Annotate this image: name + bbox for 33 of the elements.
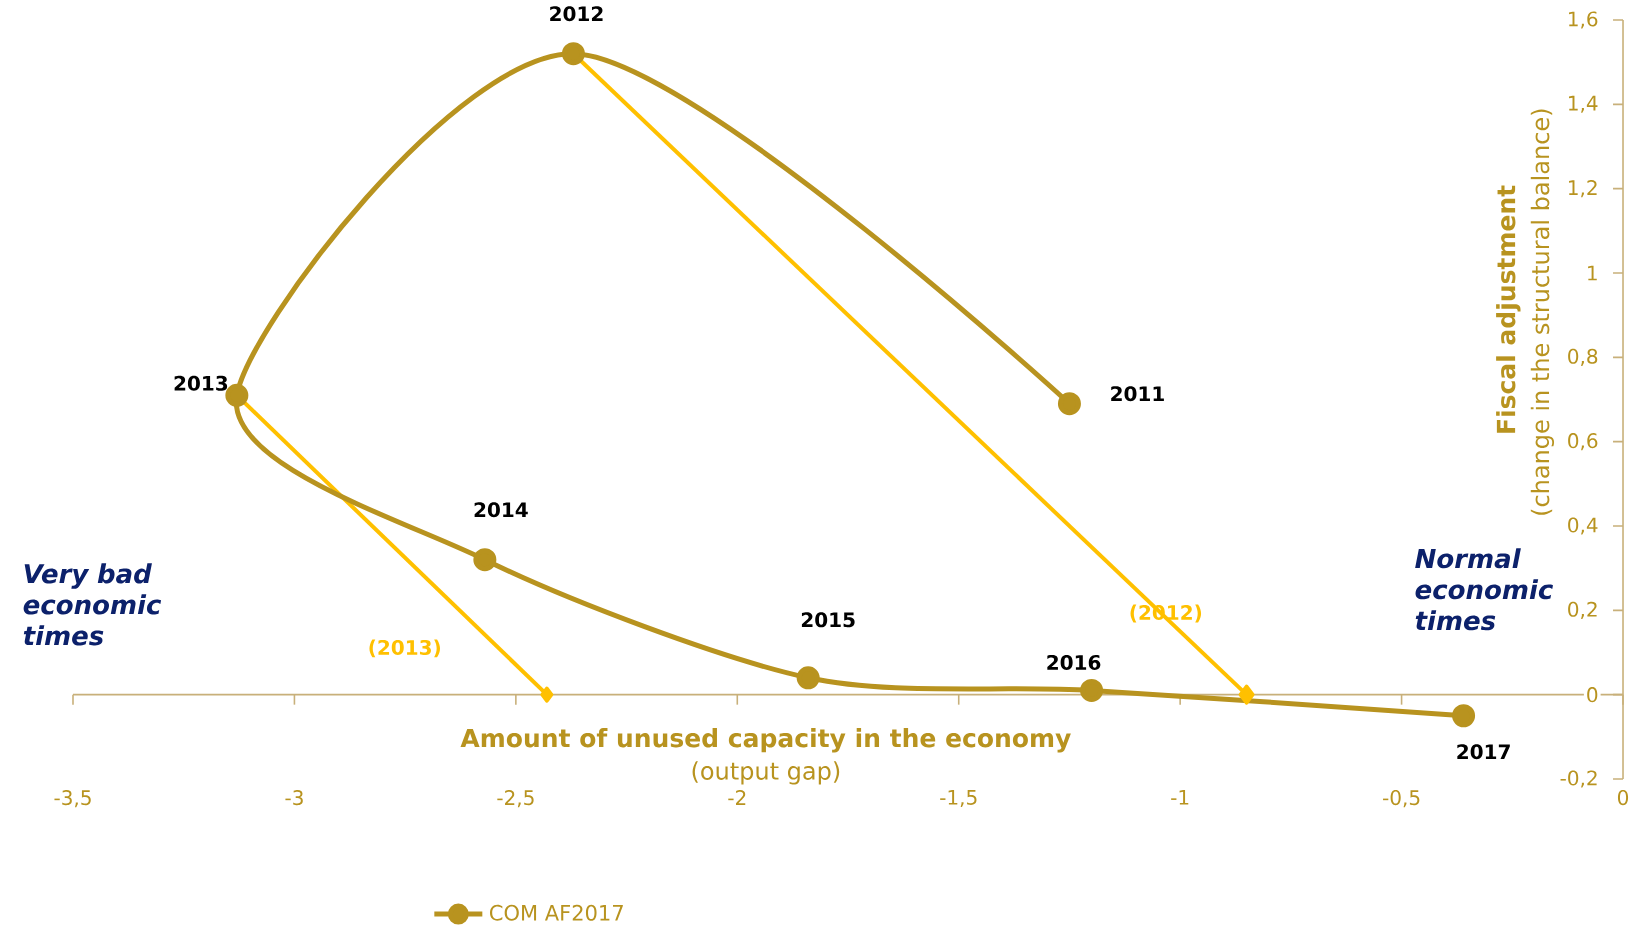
x-tick-label: 0 xyxy=(1617,790,1629,806)
x-axis-title: Amount of unused capacity in the economy xyxy=(460,728,1071,753)
annotation: 2014 xyxy=(474,502,528,518)
legend-label: COM AF2017 xyxy=(490,904,623,921)
x-tick-label: -2,5 xyxy=(497,790,534,808)
annotation: 2016 xyxy=(1047,654,1101,671)
x-tick-label: -2 xyxy=(728,790,746,805)
annotation: (change in the structural balance) xyxy=(1530,109,1555,515)
x-tick-label: -0,5 xyxy=(1383,790,1420,808)
y-tick-label: 0,8 xyxy=(1568,348,1598,366)
y-axis-title: Fiscal adjustment xyxy=(1496,185,1521,433)
y-tick-label: 0,2 xyxy=(1568,601,1597,619)
annotation: (output gap) xyxy=(692,761,840,785)
annotation: 2017 xyxy=(1457,744,1510,760)
y-tick-label: -0,2 xyxy=(1560,770,1597,788)
annotation: 2015 xyxy=(801,612,855,628)
x-tick-label: -3 xyxy=(285,790,303,806)
annotation: Normal economic times xyxy=(1415,548,1553,631)
y-tick-label: 0 xyxy=(1587,687,1598,703)
x-tick-label: -1 xyxy=(1171,790,1189,805)
annotation: Very bad economic times xyxy=(23,563,162,646)
y-tick-label: 0,6 xyxy=(1568,433,1598,451)
annotation: (2013) xyxy=(369,639,440,658)
y-tick-label: 0,4 xyxy=(1568,517,1598,535)
annotation: 2011 xyxy=(1111,386,1164,402)
y-tick-label: 1,2 xyxy=(1569,180,1597,198)
y-tick-label: 1,4 xyxy=(1569,95,1598,113)
annotation: 2012 xyxy=(550,6,603,22)
y-tick-label: 1,6 xyxy=(1569,11,1598,29)
y-tick-label: 1 xyxy=(1588,265,1597,281)
annotation: 2013 xyxy=(174,375,228,391)
x-tick-label: -1,5 xyxy=(940,790,977,807)
x-tick-label: -3,5 xyxy=(54,790,91,808)
